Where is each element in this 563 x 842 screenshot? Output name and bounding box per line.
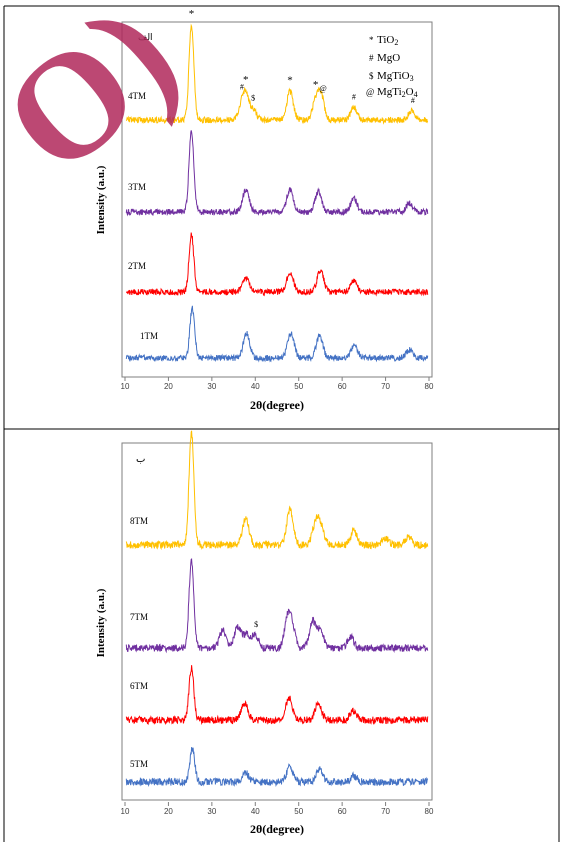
x-tick-label: 20 — [164, 382, 173, 391]
peak-marker: $ — [254, 620, 258, 629]
peak-marker: $ — [251, 94, 255, 103]
x-tick-label: 50 — [294, 807, 303, 816]
plot-area-border — [121, 442, 433, 801]
x-tick-label: 20 — [164, 807, 173, 816]
legend-label-mgtio3: MgTiO3 — [377, 70, 414, 83]
peak-marker: @ — [319, 84, 326, 93]
legend-symbol-mgo: # — [369, 53, 374, 63]
panel-label: الف — [138, 33, 153, 43]
x-tick-label: 40 — [251, 807, 260, 816]
x-tick-label: 60 — [338, 382, 347, 391]
panel-label: ب — [136, 454, 145, 465]
x-tick-label: 50 — [294, 382, 303, 391]
peak-marker: * — [287, 75, 293, 87]
series-label-3tm: 3TM — [128, 182, 146, 192]
x-tick-label: 60 — [338, 807, 347, 816]
x-tick-label: 80 — [425, 807, 434, 816]
series-label-5tm: 5TM — [130, 759, 148, 769]
series-label-7tm: 7TM — [130, 612, 148, 622]
series-line-6tm — [125, 665, 429, 726]
x-tick-label: 40 — [251, 382, 260, 391]
x-tick-label: 70 — [381, 382, 390, 391]
series-label-8tm: 8TM — [130, 516, 148, 526]
x-tick-label: 30 — [207, 382, 216, 391]
series-label-6tm: 6TM — [130, 681, 148, 691]
x-tick-label: 10 — [121, 807, 130, 816]
series-line-5tm — [125, 746, 429, 787]
plot-area-border — [121, 21, 433, 378]
legend: * TiO2 # MgO $ MgTiO3 @ MgTi2O4 — [366, 34, 418, 99]
legend-symbol-mgti2o4: @ — [366, 87, 374, 97]
x-tick-label: 80 — [425, 382, 434, 391]
series-line-1tm — [125, 305, 429, 363]
series-line-8tm — [125, 430, 429, 551]
legend-label-tio2: TiO2 — [377, 34, 398, 47]
y-axis-label: Intensity (a.u.) — [95, 588, 107, 657]
x-axis-label: 2θ(degree) — [250, 822, 304, 836]
x-tick-label: 30 — [207, 807, 216, 816]
series-line-2tm — [126, 232, 429, 297]
x-tick-label: 10 — [121, 382, 130, 391]
y-axis-label: Intensity (a.u.) — [95, 165, 107, 234]
series-line-3tm — [125, 130, 429, 217]
x-tick-label: 70 — [381, 807, 390, 816]
peak-marker: * — [189, 8, 195, 20]
series-label-4tm: 4TM — [128, 91, 146, 101]
legend-label-mgti2o4: MgTi2O4 — [377, 86, 418, 99]
series-label-1tm: 1TM — [140, 331, 158, 341]
legend-symbol-mgtio3: $ — [369, 71, 374, 81]
peak-marker: # — [411, 96, 415, 105]
peak-marker: * — [243, 74, 249, 86]
peak-marker: # — [240, 82, 244, 91]
peak-marker: # — [352, 93, 356, 102]
series-label-2tm: 2TM — [128, 261, 146, 271]
peak-marker: * — [313, 79, 319, 91]
legend-label-mgo: MgO — [377, 52, 400, 64]
legend-symbol-tio2: * — [369, 35, 374, 45]
series-line-4tm — [125, 23, 429, 125]
series-line-7tm — [125, 558, 429, 654]
x-axis-label: 2θ(degree) — [250, 398, 304, 412]
